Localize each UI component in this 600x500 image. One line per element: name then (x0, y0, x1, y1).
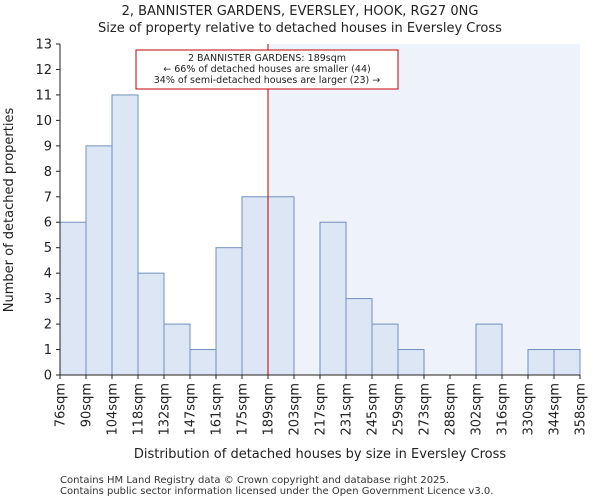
x-tick-label-245sqm: 245sqm (366, 383, 381, 436)
bar-217sqm (319, 221, 347, 376)
x-tick-label-203sqm: 203sqm (288, 383, 303, 436)
bar-189sqm (267, 196, 295, 376)
footer-line2: Contains public sector information licen… (60, 486, 493, 497)
x-axis-label: Distribution of detached houses by size … (134, 447, 507, 462)
footer-line1: Contains HM Land Registry data © Crown c… (60, 475, 449, 486)
bar-330sqm (527, 349, 555, 376)
y-tick-label-4: 4 (44, 267, 52, 282)
bar-90sqm (85, 145, 113, 376)
bar-104sqm (111, 94, 139, 376)
chart-title-line2: Size of property relative to detached ho… (98, 21, 502, 36)
x-tick-label-161sqm: 161sqm (210, 383, 225, 436)
y-axis-label: Number of detached properties (2, 108, 17, 313)
y-tick-label-9: 9 (44, 139, 52, 154)
x-tick-label-330sqm: 330sqm (522, 383, 537, 436)
y-tick-label-11: 11 (35, 88, 52, 103)
x-tick-label-358sqm: 358sqm (574, 383, 589, 436)
bar-245sqm (371, 323, 399, 376)
bar-231sqm (345, 298, 373, 376)
y-tick-label-12: 12 (35, 63, 52, 78)
x-tick-label-273sqm: 273sqm (418, 383, 433, 436)
annotation-line2: ← 66% of detached houses are smaller (44… (163, 64, 370, 75)
bar-132sqm (163, 323, 191, 376)
x-tick-label-76sqm: 76sqm (54, 383, 69, 427)
y-tick-label-1: 1 (44, 343, 52, 358)
x-tick-label-217sqm: 217sqm (314, 383, 329, 436)
x-tick-label-147sqm: 147sqm (184, 383, 199, 436)
x-tick-label-118sqm: 118sqm (132, 383, 147, 436)
y-tick-label-3: 3 (44, 292, 52, 307)
y-tick-label-2: 2 (44, 318, 52, 333)
y-tick-label-6: 6 (44, 216, 52, 231)
annotation-line3: 34% of semi-detached houses are larger (… (154, 75, 381, 86)
x-tick-label-316sqm: 316sqm (496, 383, 511, 436)
y-tick-label-5: 5 (44, 241, 52, 256)
bar-175sqm (241, 196, 269, 376)
chart-title-line1: 2, BANNISTER GARDENS, EVERSLEY, HOOK, RG… (122, 4, 479, 19)
y-tick-label-8: 8 (44, 165, 52, 180)
x-tick-label-302sqm: 302sqm (470, 383, 485, 436)
y-tick-label-13: 13 (35, 38, 52, 53)
bar-302sqm (475, 323, 503, 376)
x-tick-label-90sqm: 90sqm (80, 383, 95, 427)
y-tick-label-7: 7 (44, 190, 52, 205)
x-tick-label-132sqm: 132sqm (158, 383, 173, 436)
y-tick-label-10: 10 (35, 114, 52, 129)
bar-259sqm (397, 349, 425, 376)
bar-147sqm (189, 349, 217, 376)
x-tick-label-231sqm: 231sqm (340, 383, 355, 436)
bar-118sqm (137, 272, 165, 376)
x-tick-label-189sqm: 189sqm (262, 383, 277, 436)
x-tick-label-259sqm: 259sqm (392, 383, 407, 436)
bar-161sqm (215, 247, 243, 376)
bar-76sqm (59, 221, 87, 376)
annotation-box (135, 49, 399, 90)
x-tick-label-175sqm: 175sqm (236, 383, 251, 436)
x-tick-label-288sqm: 288sqm (444, 383, 459, 436)
bar-344sqm (553, 349, 581, 376)
annotation-line1: 2 BANNISTER GARDENS: 189sqm (188, 53, 346, 64)
highlight-region (268, 44, 580, 375)
y-tick-label-0: 0 (44, 369, 52, 384)
x-tick-label-104sqm: 104sqm (106, 383, 121, 436)
x-tick-label-344sqm: 344sqm (548, 383, 563, 436)
